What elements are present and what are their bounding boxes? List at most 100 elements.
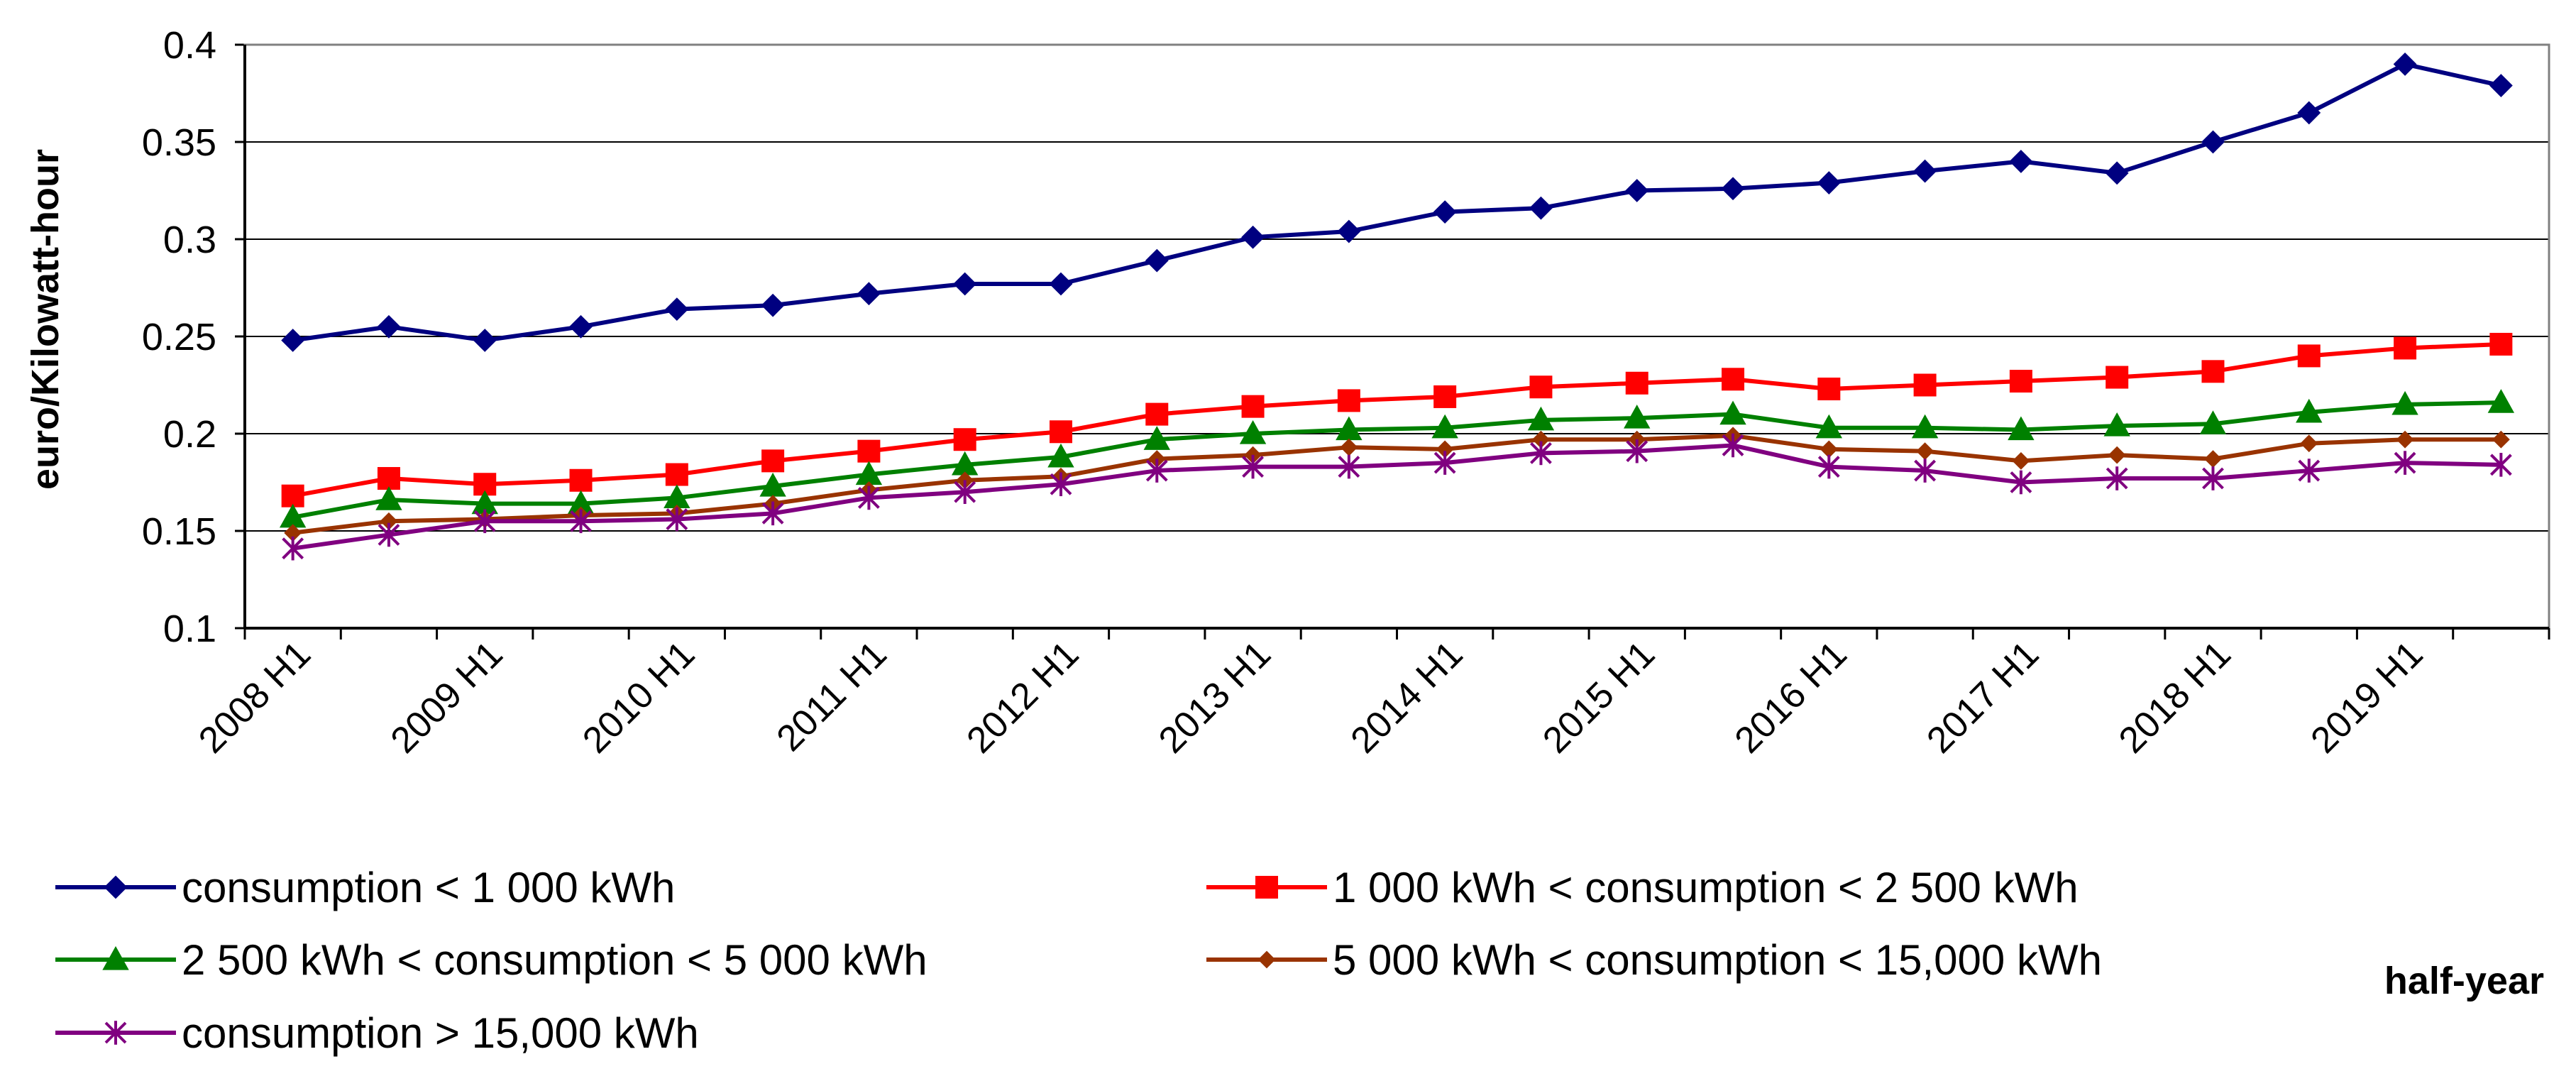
diamond-marker (761, 293, 785, 317)
data-point (761, 293, 785, 317)
square-marker (1337, 389, 1360, 412)
star-marker (2394, 451, 2416, 475)
diamond-marker (2297, 101, 2321, 125)
diamond-marker (1049, 272, 1073, 296)
series-line (292, 62, 2502, 343)
square-marker (2394, 336, 2417, 360)
star-marker (2106, 466, 2128, 490)
data-point (2296, 398, 2323, 423)
y-tick-label: 0.2 (163, 413, 216, 456)
data-point (569, 314, 593, 339)
data-point (1817, 377, 1841, 400)
diamond-marker (1241, 225, 1265, 249)
triangle-marker (1143, 426, 1170, 450)
data-point (666, 507, 688, 532)
legend-label: 2 500 kWh < consumption < 5 000 kWh (182, 936, 928, 984)
star-marker (1338, 454, 1360, 479)
data-point (2297, 344, 2321, 368)
diamond-marker (665, 297, 689, 322)
data-point (857, 485, 880, 510)
diamond-marker (2108, 446, 2126, 464)
data-point (1916, 442, 1934, 461)
triangle-marker (1911, 414, 1939, 439)
diamond-marker (1916, 442, 1934, 461)
square-marker (2009, 370, 2032, 393)
triangle-marker (1431, 414, 1458, 439)
data-point (1914, 459, 1937, 483)
series-5 (282, 433, 2512, 561)
data-point (1241, 225, 1265, 249)
triangle-marker (2487, 389, 2515, 413)
data-point (2204, 450, 2222, 468)
x-tick-label: 2013 H1 (1151, 633, 1279, 761)
series-line (292, 400, 2501, 520)
data-point (1337, 219, 1361, 243)
square-marker (1433, 385, 1457, 408)
data-point (2396, 430, 2414, 449)
data-point (2489, 332, 2513, 356)
square-marker (1049, 420, 1072, 444)
x-tick-label: 2010 H1 (575, 633, 703, 761)
data-point (953, 428, 976, 451)
data-point (2202, 466, 2224, 490)
star-marker (1722, 433, 1744, 458)
data-point (2394, 336, 2417, 360)
series-4 (284, 427, 2510, 542)
square-marker (665, 463, 688, 486)
data-point (1817, 454, 1840, 479)
data-point (1239, 419, 1267, 444)
data-point (2394, 451, 2416, 475)
square-marker (1145, 402, 1169, 426)
diamond-marker (1820, 440, 1838, 459)
diamond-marker (1913, 159, 1937, 183)
data-point (1625, 179, 1649, 202)
legend-label: 5 000 kWh < consumption < 15,000 kWh (1333, 936, 2102, 984)
x-axis-title: half-year (2384, 960, 2544, 1002)
data-point (570, 509, 592, 534)
data-point (1722, 368, 1745, 391)
legend-entry: consumption > 15,000 kWh (55, 1009, 699, 1057)
data-point (2391, 390, 2418, 415)
data-point (2489, 74, 2513, 97)
data-point (1624, 405, 1651, 429)
triangle-marker (1624, 405, 1651, 429)
diamond-marker (104, 875, 128, 899)
diamond-marker (2396, 430, 2414, 449)
data-point (1145, 248, 1169, 273)
star-marker (104, 1021, 127, 1045)
data-point (1241, 395, 1265, 418)
diamond-marker (1433, 200, 1457, 224)
y-tick-label: 0.25 (142, 316, 216, 358)
data-point (1820, 440, 1838, 459)
y-tick-label: 0.3 (163, 219, 216, 261)
star-marker (954, 480, 976, 504)
data-point (1145, 459, 1168, 483)
star-marker (1914, 459, 1937, 483)
x-tick-label: 2019 H1 (2303, 633, 2431, 761)
data-point (761, 449, 785, 473)
data-point (1722, 433, 1744, 458)
star-marker (1817, 454, 1840, 479)
data-point (377, 467, 400, 490)
data-point (1050, 472, 1072, 497)
data-point (375, 486, 402, 510)
data-point (2201, 130, 2225, 154)
data-point (1913, 373, 1937, 397)
diamond-marker (2393, 52, 2417, 76)
triangle-marker (2199, 410, 2227, 434)
star-marker (1242, 454, 1264, 479)
triangle-marker (375, 486, 402, 510)
data-point (665, 463, 688, 486)
y-axis-title: euro/Kilowatt-hour (24, 149, 67, 490)
square-marker (1241, 395, 1265, 418)
data-point (1529, 375, 1553, 399)
star-marker (666, 507, 688, 532)
triangle-marker (2103, 412, 2130, 437)
data-point (1340, 438, 1358, 456)
series-line (292, 433, 2501, 535)
data-point (2108, 446, 2126, 464)
data-point (953, 272, 977, 296)
square-marker (1722, 368, 1745, 391)
data-point (1913, 159, 1937, 183)
data-point (1047, 443, 1074, 468)
